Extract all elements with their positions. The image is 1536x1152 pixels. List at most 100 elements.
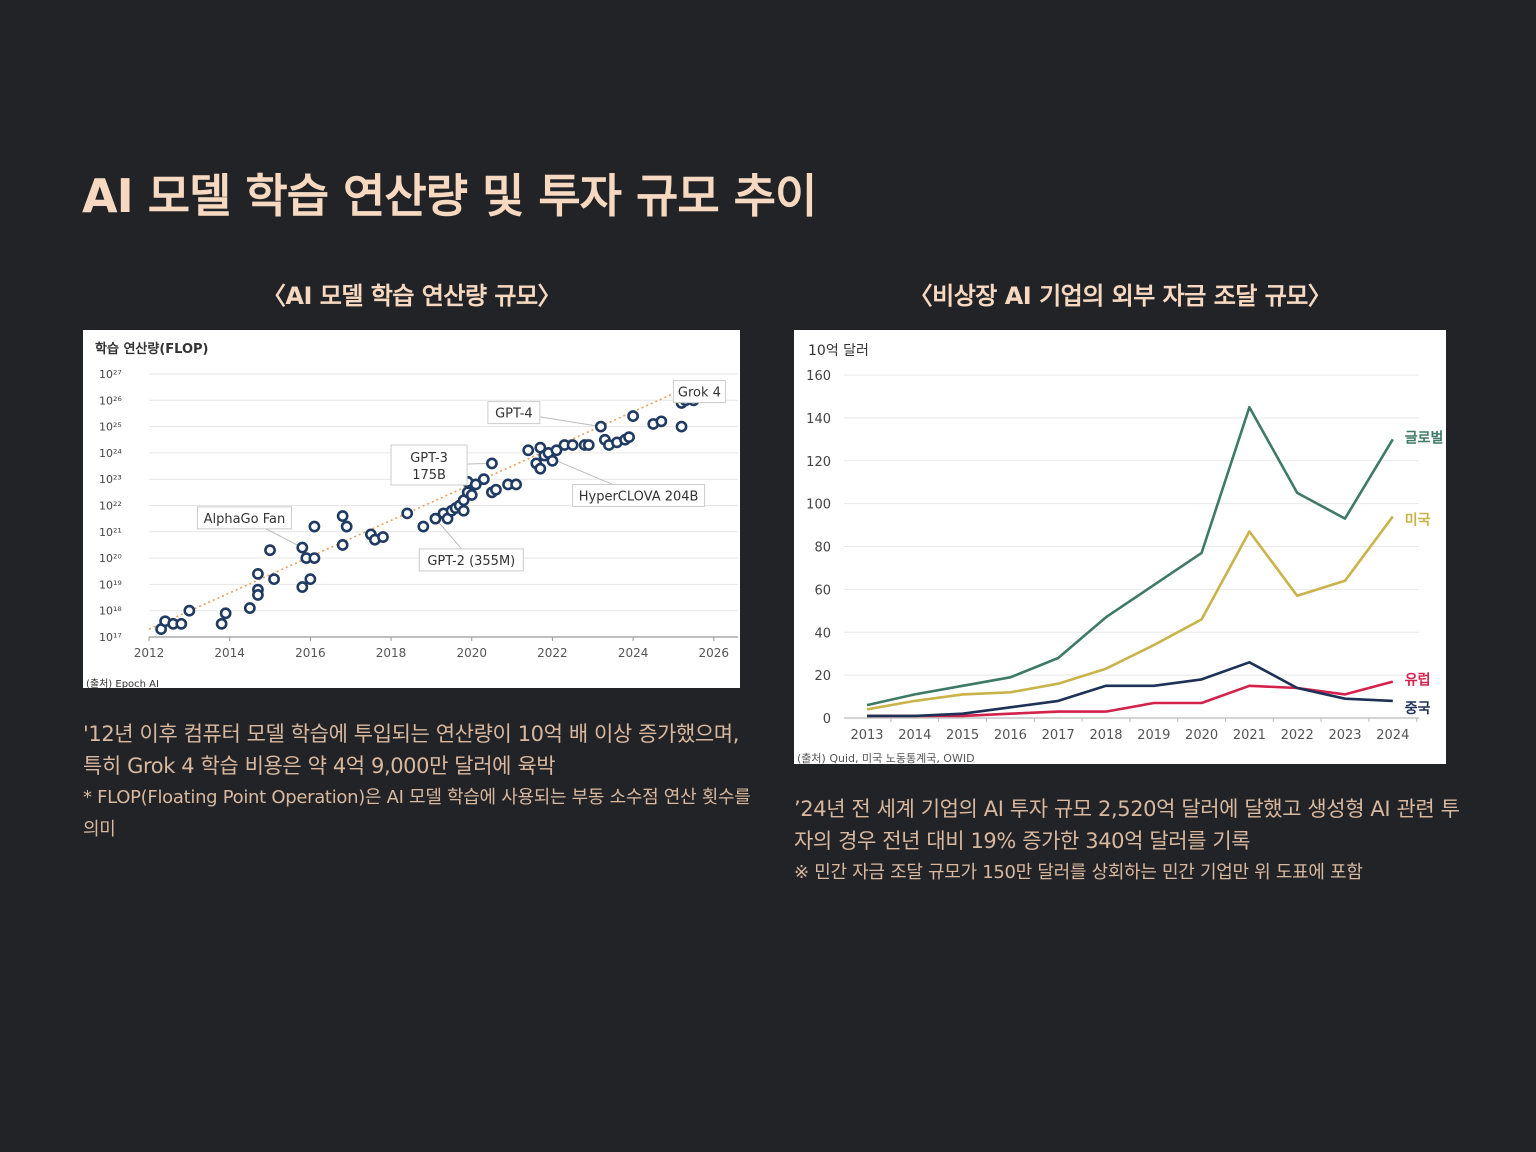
x-tick-label: 2023 xyxy=(1328,728,1361,743)
data-point xyxy=(486,457,498,470)
series-label: 유럽 xyxy=(1405,673,1431,689)
data-point xyxy=(183,604,196,617)
x-tick-label: 2012 xyxy=(134,646,165,660)
annotation-label: GPT-3 xyxy=(410,451,448,466)
data-point xyxy=(546,454,559,467)
y-tick-label: 40 xyxy=(814,626,831,641)
x-tick-label: 2018 xyxy=(1089,728,1122,743)
x-tick-label: 2020 xyxy=(1185,728,1218,743)
data-point xyxy=(429,512,442,525)
y-tick-labels: 0 20 40 60 80 100 120 140 160 xyxy=(806,369,831,727)
y-axis-title: 10억 달러 xyxy=(808,343,869,359)
annotation-box xyxy=(487,401,541,425)
data-point xyxy=(304,573,317,586)
x-tick-label: 2014 xyxy=(214,646,245,660)
data-point xyxy=(566,439,579,451)
funding-description-text: ’24년 전 세계 기업의 AI 투자 규모 2,520억 달러에 달했고 생성… xyxy=(794,797,1460,853)
compute-scatter-svg: 학습 연산량(FLOP) 10¹⁷ 10¹⁸ 10¹⁹ 10²⁰ 10²¹ 10²² 10²… xyxy=(86,341,738,688)
data-point xyxy=(477,473,490,486)
data-point xyxy=(550,444,563,457)
page-title: AI 모델 학습 연산량 및 투자 규모 추이 xyxy=(82,169,817,223)
data-point xyxy=(655,415,668,428)
data-point xyxy=(296,581,309,593)
annotation-label: Grok 4 xyxy=(678,386,721,401)
series-line-글로벌 xyxy=(866,405,1394,707)
y-tick-labels: 10¹⁷ 10¹⁸ 10¹⁹ 10²⁰ 10²¹ 10²² 10²³ 10²⁴ 10²⁵ 10²⁶… xyxy=(99,368,122,644)
data-point xyxy=(377,531,389,543)
annotation-box xyxy=(418,548,524,572)
annotations: Grok 4 GPT-4 GPT-3 175B HyperCLOVA 204B Alpha… xyxy=(196,380,726,572)
y-tick-label: 10²⁰ xyxy=(99,552,122,565)
compute-description-text: '12년 이후 컴퓨터 모델 학습에 투입되는 연산량이 10억 배 이상 증가… xyxy=(83,722,740,778)
y-tick-label: 10²⁶ xyxy=(99,394,122,407)
y-tick-label: 10¹⁷ xyxy=(99,631,122,644)
x-tick-label: 2013 xyxy=(850,728,883,743)
compute-footnote: * FLOP(Floating Point Operation)은 AI 모델 … xyxy=(83,787,751,840)
series-label: 미국 xyxy=(1405,512,1431,528)
y-tick-label: 10¹⁹ xyxy=(99,578,122,591)
annotation-box xyxy=(196,506,292,530)
data-point xyxy=(264,544,276,557)
data-point xyxy=(457,504,470,517)
y-tick-label: 10²⁴ xyxy=(99,447,122,460)
annotation-label: GPT-2 (355M) xyxy=(427,554,515,569)
compute-scatter-chart: 학습 연산량(FLOP) 10¹⁷ 10¹⁸ 10¹⁹ 10²⁰ 10²¹ 10²² 10²… xyxy=(83,330,740,688)
data-point xyxy=(594,420,607,433)
x-tick-label: 2022 xyxy=(537,646,568,660)
data-point xyxy=(215,617,228,630)
y-tick-label: 10²³ xyxy=(99,473,122,486)
x-tick-label: 2024 xyxy=(618,646,649,660)
compute-chart-heading: 〈AI 모델 학습 연산량 규모〉 xyxy=(261,282,562,310)
y-tick-label: 120 xyxy=(806,455,831,470)
annotation-box xyxy=(390,444,468,486)
series-line-중국 xyxy=(867,661,1393,718)
funding-line-chart: 10억 달러 0 20 40 60 80 100 120 140 160 2013 2014 201… xyxy=(794,330,1446,764)
y-tick-label: 100 xyxy=(806,498,831,513)
y-tick-label: 140 xyxy=(806,412,831,427)
grid-lines xyxy=(844,374,1419,719)
x-tick-label: 2016 xyxy=(295,646,326,660)
data-point xyxy=(534,462,547,475)
series-lines xyxy=(866,405,1394,718)
data-point xyxy=(675,420,688,433)
y-tick-label: 10²⁷ xyxy=(99,368,122,381)
funding-chart-heading: 〈비상장 AI 기업의 외부 자금 조달 규모〉 xyxy=(908,282,1332,310)
source-note: (출처) Quid, 미국 노동통계국, OWID xyxy=(797,752,975,764)
x-tick-label: 2014 xyxy=(898,728,931,743)
y-tick-label: 20 xyxy=(814,669,831,684)
x-tick-label: 2017 xyxy=(1042,728,1075,743)
annotation-label: HyperCLOVA 204B xyxy=(579,489,699,504)
data-point xyxy=(219,607,232,620)
data-point xyxy=(490,483,502,496)
data-point xyxy=(296,541,309,554)
x-tick-label: 2021 xyxy=(1233,728,1266,743)
y-tick-label: 10¹⁸ xyxy=(99,605,122,618)
annotation-box xyxy=(672,380,726,404)
y-tick-label: 10²¹ xyxy=(99,526,122,539)
data-point xyxy=(243,602,256,614)
funding-footnote: ※ 민간 자금 조달 규모가 150만 달러를 상회하는 민간 기업만 위 도표… xyxy=(794,862,1363,883)
data-point xyxy=(522,444,535,457)
data-point xyxy=(336,539,349,551)
y-tick-label: 60 xyxy=(814,583,831,598)
data-point xyxy=(417,520,430,533)
annotation-label: 175B xyxy=(412,468,446,483)
x-tick-labels: 2013 2014 2015 2016 2017 2018 2019 2020 2021 2022… xyxy=(850,718,1418,743)
y-tick-label: 80 xyxy=(814,541,831,556)
data-point xyxy=(623,431,635,444)
series-label: 글로벌 xyxy=(1405,429,1444,446)
series-label: 중국 xyxy=(1405,701,1431,717)
data-point xyxy=(401,507,414,520)
annotation-box xyxy=(572,483,706,507)
data-points xyxy=(155,394,700,636)
source-note: (출처) Epoch AI xyxy=(86,678,159,688)
y-tick-label: 10²² xyxy=(99,500,122,513)
data-point xyxy=(510,478,523,491)
x-tick-label: 2018 xyxy=(376,646,407,660)
y-tick-label: 0 xyxy=(823,712,831,727)
x-tick-label: 2016 xyxy=(994,728,1027,743)
data-point xyxy=(340,520,353,533)
y-tick-label: 10²⁵ xyxy=(99,421,122,434)
